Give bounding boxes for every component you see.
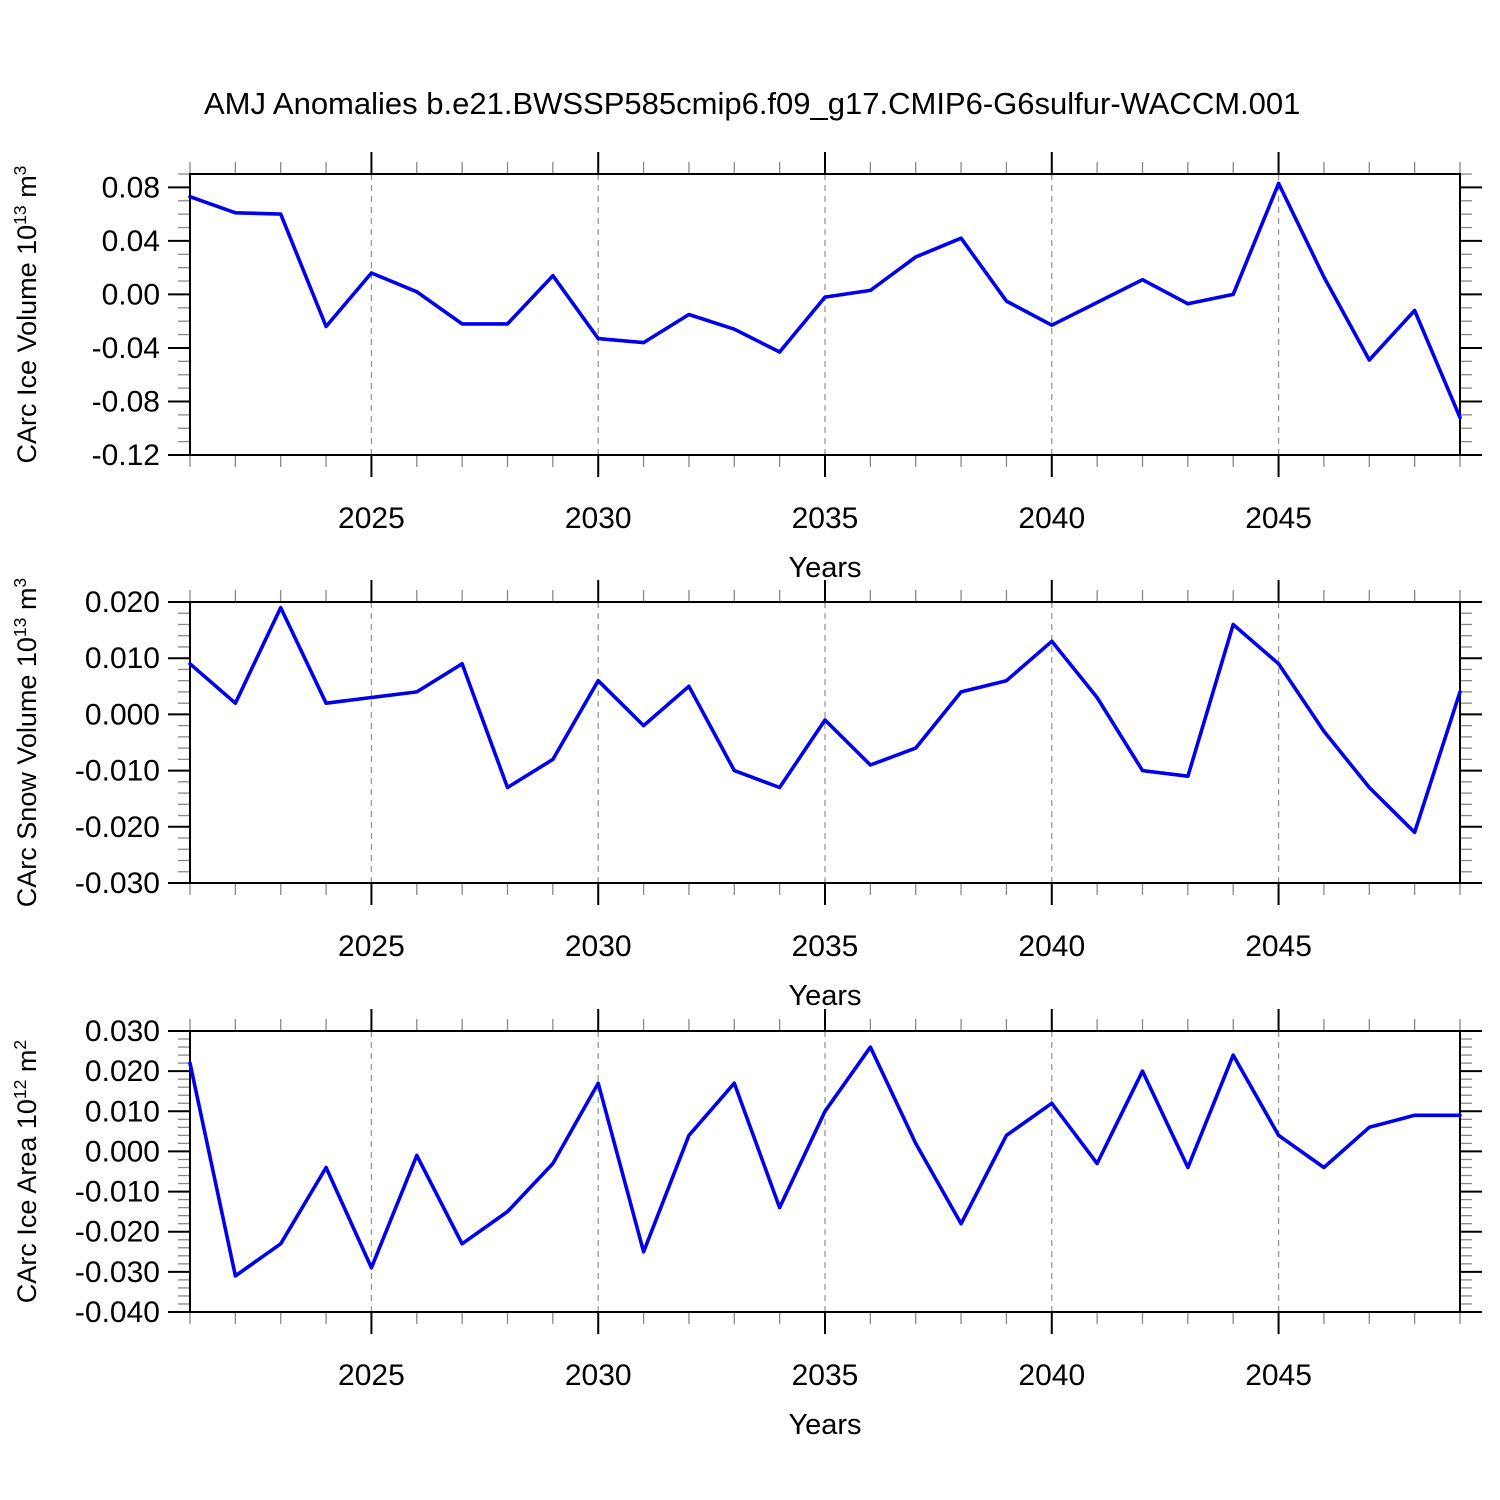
y-axis-title: CArc Ice Area 1012 m2 — [10, 1040, 42, 1303]
y-axis-title: CArc Ice Volume 1013 m3 — [10, 166, 42, 464]
x-tick-label: 2035 — [792, 502, 859, 535]
y-tick-label: 0.030 — [85, 1015, 160, 1048]
panel-snow-volume: 0.020 0.010 0.000 -0.010 -0.020 -0.030 2025 203… — [10, 578, 1482, 1012]
y-tick-label: -0.12 — [92, 439, 160, 472]
panel-ice-volume: 0.08 0.04 0.00 -0.04 -0.08 -0.12 2025 2030 2035 2… — [10, 152, 1482, 584]
x-tick-label: 2045 — [1245, 502, 1312, 535]
data-line-snow-volume — [188, 605, 1462, 835]
x-tick-label: 2045 — [1245, 1359, 1312, 1392]
y-tick-label: 0.000 — [85, 698, 160, 731]
x-tick-label: 2025 — [338, 1359, 405, 1392]
plot-box — [189, 1030, 1461, 1313]
x-tick-label: 2025 — [338, 930, 405, 963]
x-tick-label: 2030 — [565, 1359, 632, 1392]
y-tick-label: 0.000 — [85, 1135, 160, 1168]
chart-title: AMJ Anomalies b.e21.BWSSP585cmip6.f09_g1… — [204, 86, 1301, 121]
x-axis-title: Years — [788, 980, 861, 1012]
y-tick-label: -0.030 — [75, 1256, 160, 1289]
plot-box — [189, 173, 1461, 456]
x-tick-label: 2040 — [1018, 502, 1085, 535]
plot-box — [189, 601, 1461, 884]
x-tick-label: 2035 — [792, 1359, 859, 1392]
panel-ice-area: 0.030 0.020 0.010 0.000 -0.010 -0.020 -0.030 -0… — [10, 1009, 1482, 1441]
y-tick-label: 0.00 — [102, 278, 160, 311]
data-line-ice-volume — [188, 181, 1462, 420]
y-tick-label: -0.010 — [75, 755, 160, 788]
y-tick-label: 0.020 — [85, 586, 160, 619]
y-tick-label: 0.020 — [85, 1055, 160, 1088]
x-tick-label: 2025 — [338, 502, 405, 535]
y-tick-label: 0.08 — [102, 171, 160, 204]
data-line-ice-area — [188, 1045, 1462, 1278]
y-tick-label: -0.010 — [75, 1176, 160, 1209]
y-tick-label: -0.040 — [75, 1296, 160, 1329]
y-axis-title: CArc Snow Volume 1013 m3 — [10, 578, 42, 907]
x-tick-label: 2045 — [1245, 930, 1312, 963]
x-axis-title: Years — [788, 1409, 861, 1441]
x-tick-label: 2030 — [565, 502, 632, 535]
y-tick-label: 0.010 — [85, 642, 160, 675]
x-tick-label: 2040 — [1018, 1359, 1085, 1392]
y-tick-label: 0.010 — [85, 1095, 160, 1128]
y-tick-label: -0.08 — [92, 385, 160, 418]
y-tick-label: 0.04 — [102, 225, 160, 258]
y-tick-label: -0.020 — [75, 811, 160, 844]
x-tick-label: 2040 — [1018, 930, 1085, 963]
y-tick-label: -0.04 — [92, 332, 160, 365]
x-tick-label: 2035 — [792, 930, 859, 963]
x-tick-label: 2030 — [565, 930, 632, 963]
y-tick-label: -0.030 — [75, 867, 160, 900]
x-axis-title: Years — [788, 552, 861, 584]
y-tick-label: -0.020 — [75, 1216, 160, 1249]
